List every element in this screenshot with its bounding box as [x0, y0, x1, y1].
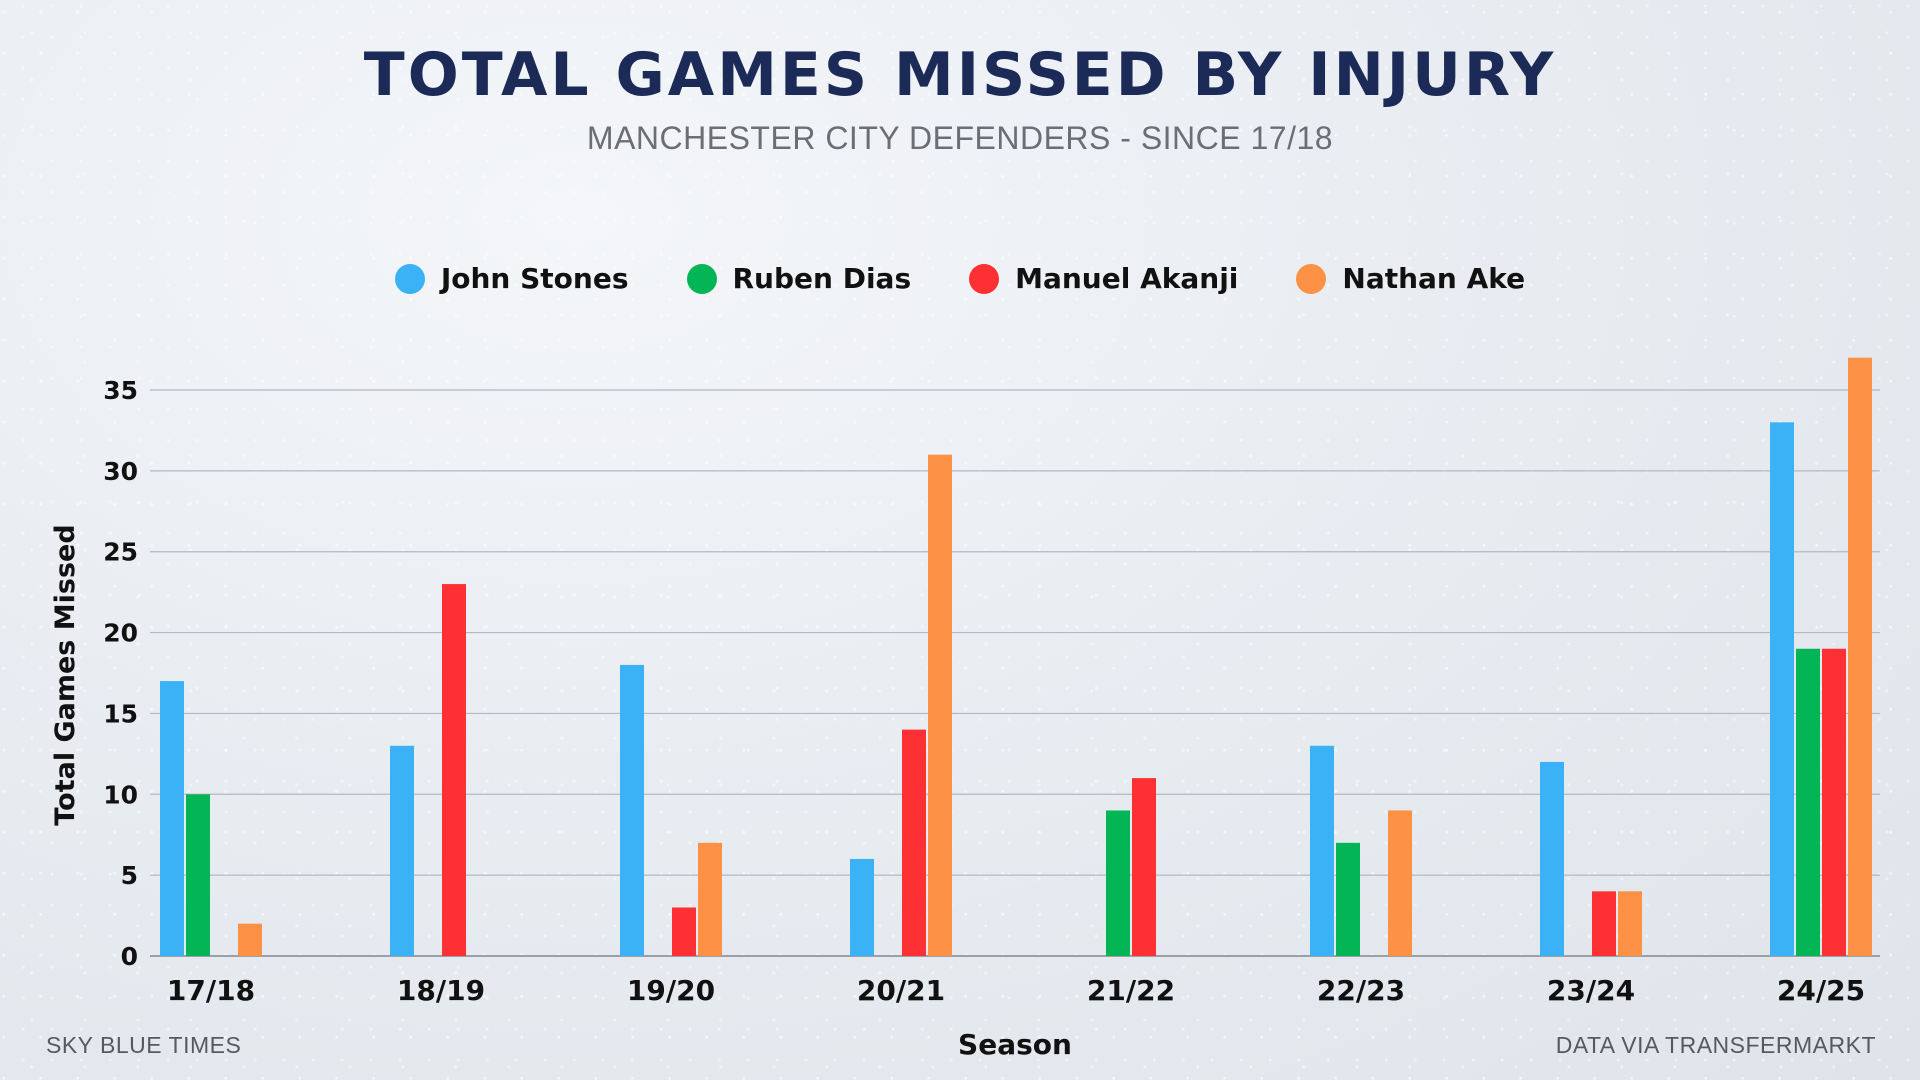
- legend-label: John Stones: [440, 262, 629, 295]
- bar: [1796, 648, 1820, 956]
- bar: [1848, 357, 1872, 957]
- x-tick-label: 23/24: [1547, 974, 1635, 1007]
- bar: [1540, 761, 1564, 956]
- legend-marker: [969, 263, 1000, 294]
- data-credit: DATA VIA TRANSFERMARKT: [1555, 1032, 1876, 1058]
- bar: [850, 858, 874, 956]
- x-tick-label: 22/23: [1317, 974, 1405, 1007]
- y-tick-label: 35: [103, 376, 138, 405]
- y-tick-label: 10: [103, 780, 138, 809]
- chart-title: TOTAL GAMES MISSED BY INJURY: [363, 40, 1557, 110]
- source-brand: SKY BLUE TIMES: [46, 1032, 242, 1058]
- bar: [620, 664, 644, 956]
- legend-label: Nathan Ake: [1342, 262, 1526, 295]
- bar: [1770, 422, 1794, 956]
- x-tick-label: 19/20: [627, 974, 715, 1007]
- legend: John Stones Ruben Dias Manuel Akanji Nat…: [0, 262, 1920, 295]
- x-tick-label: 20/21: [857, 974, 945, 1007]
- y-tick-label: 20: [103, 619, 138, 648]
- x-tick-label: 21/22: [1087, 974, 1175, 1007]
- bar: [902, 729, 926, 956]
- bar: [1336, 842, 1360, 956]
- bar: [672, 907, 696, 956]
- bar: [1310, 745, 1334, 956]
- bar: [698, 842, 722, 956]
- legend-item-manuel-akanji: Manuel Akanji: [969, 262, 1238, 295]
- y-tick-label: 15: [103, 699, 138, 728]
- x-tick-label: 18/19: [397, 974, 485, 1007]
- bar: [238, 923, 262, 956]
- legend-item-nathan-ake: Nathan Ake: [1296, 262, 1525, 295]
- bar: [1388, 810, 1412, 956]
- chart-subtitle: MANCHESTER CITY DEFENDERS - SINCE 17/18: [586, 120, 1334, 156]
- y-axis-title: Total Games Missed: [50, 524, 81, 825]
- y-tick-label: 25: [103, 538, 138, 567]
- y-tick-label: 0: [121, 942, 138, 971]
- legend-item-ruben-dias: Ruben Dias: [686, 262, 912, 295]
- legend-label: Ruben Dias: [732, 262, 912, 295]
- bar: [1618, 891, 1642, 956]
- x-tick-label: 24/25: [1777, 974, 1865, 1007]
- bar: [186, 794, 210, 956]
- legend-marker: [1296, 263, 1327, 294]
- bar: [1132, 778, 1156, 956]
- x-tick-label: 17/18: [167, 974, 255, 1007]
- bar: [1822, 648, 1846, 956]
- legend-item-john-stones: John Stones: [394, 262, 629, 295]
- bar: [928, 454, 952, 956]
- legend-marker: [686, 263, 717, 294]
- bar: [390, 745, 414, 956]
- bar: [442, 584, 466, 956]
- y-tick-label: 30: [103, 457, 138, 486]
- x-axis-title: Season: [958, 1028, 1072, 1061]
- y-tick-label: 5: [121, 861, 138, 890]
- bar: [1592, 891, 1616, 956]
- bar: [1106, 810, 1130, 956]
- bar: [160, 681, 184, 956]
- legend-marker: [394, 263, 425, 294]
- legend-label: Manuel Akanji: [1015, 262, 1239, 295]
